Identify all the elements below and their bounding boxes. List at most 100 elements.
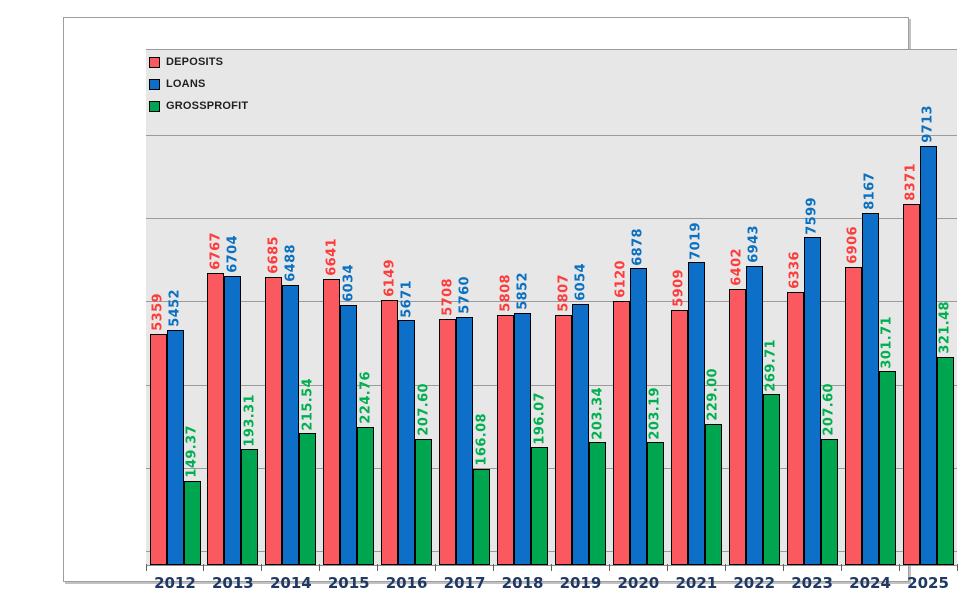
axis-tick (724, 564, 726, 571)
bar-deposits-2020[interactable] (612, 301, 630, 565)
bar-value-label-grossprofit-2017: 166.08 (474, 413, 490, 466)
bar-loans-2024[interactable] (861, 212, 879, 565)
bar-loans-2022[interactable] (745, 265, 763, 565)
bar-grossprofit-2024[interactable] (878, 371, 896, 565)
bar-deposits-2025[interactable] (902, 204, 920, 565)
bar-value-label-deposits-2019: 5807 (556, 273, 571, 312)
legend-item-grossprofit[interactable]: GROSSPROFIT (149, 95, 248, 117)
bar-value-label-grossprofit-2024: 301.71 (879, 315, 895, 369)
bar-value-label-loans-2021: 7019 (688, 221, 704, 260)
bar-grossprofit-2018[interactable] (531, 447, 548, 565)
bar-value-label-deposits-2012: 5359 (150, 293, 166, 331)
bar-loans-2014[interactable] (282, 285, 300, 565)
bar-value-label-loans-2023: 7599 (804, 196, 820, 235)
bar-grossprofit-2020[interactable] (646, 442, 664, 565)
gridline (146, 551, 957, 553)
bar-loans-2018[interactable] (514, 312, 531, 565)
bar-grossprofit-2022[interactable] (762, 394, 780, 565)
bar-value-label-loans-2025: 9713 (920, 105, 936, 144)
bar-loans-2013[interactable] (224, 275, 242, 565)
bar-value-label-deposits-2020: 6120 (613, 260, 629, 298)
bar-deposits-2012[interactable] (149, 333, 167, 565)
axis-tick (840, 564, 842, 571)
bar-loans-2025[interactable] (919, 146, 937, 565)
x-axis-label-2018: 2018 (501, 574, 544, 592)
gridline (146, 467, 957, 469)
axis-tick (261, 564, 263, 571)
bar-value-label-grossprofit-2014: 215.54 (300, 377, 316, 431)
plot-area: 5359 5452 149.37 6767 6704 193.31 6685 6488 215.… (146, 49, 957, 566)
bar-value-label-deposits-2015: 6641 (324, 237, 340, 276)
legend-item-deposits[interactable]: DEPOSITS (149, 51, 248, 73)
bar-value-label-grossprofit-2016: 207.60 (416, 383, 432, 436)
axis-tick (782, 564, 784, 571)
axis-tick (145, 564, 147, 571)
axis-tick (608, 564, 610, 571)
legend-swatch-loans (149, 78, 160, 90)
bar-grossprofit-2013[interactable] (241, 449, 259, 565)
bar-grossprofit-2012[interactable] (183, 481, 201, 565)
bar-deposits-2014[interactable] (265, 276, 283, 565)
bar-grossprofit-2021[interactable] (704, 423, 722, 565)
axis-tick (435, 564, 437, 571)
axis-tick (551, 564, 552, 571)
gridline (146, 384, 957, 386)
bar-value-label-loans-2012: 5452 (167, 289, 183, 327)
bar-loans-2017[interactable] (456, 316, 474, 565)
bar-value-label-grossprofit-2015: 224.76 (358, 371, 374, 424)
bar-value-label-grossprofit-2021: 229.00 (705, 368, 721, 421)
bar-value-label-grossprofit-2012: 149.37 (184, 425, 200, 478)
bar-deposits-2019[interactable] (555, 314, 572, 565)
x-axis-label-2019: 2019 (559, 574, 602, 592)
bar-deposits-2013[interactable] (207, 273, 225, 565)
bar-loans-2019[interactable] (572, 303, 589, 565)
bar-loans-2023[interactable] (803, 237, 821, 565)
axis-tick (493, 564, 495, 571)
legend-swatch-deposits (149, 56, 160, 68)
x-axis-label-2013: 2013 (211, 574, 254, 592)
bar-value-label-deposits-2016: 6149 (382, 259, 398, 297)
bar-grossprofit-2025[interactable] (936, 357, 954, 565)
x-axis-label-2016: 2016 (385, 574, 428, 592)
x-axis-label-2023: 2023 (791, 574, 833, 592)
bar-deposits-2016[interactable] (381, 299, 399, 565)
bar-value-label-grossprofit-2020: 203.19 (647, 386, 663, 440)
bar-value-label-loans-2020: 6878 (630, 227, 646, 266)
bar-loans-2012[interactable] (166, 329, 184, 565)
bar-value-label-grossprofit-2019: 203.34 (590, 386, 605, 440)
bar-deposits-2018[interactable] (497, 314, 514, 565)
bar-loans-2016[interactable] (398, 320, 416, 565)
x-axis-label-2017: 2017 (443, 574, 486, 592)
bar-loans-2020[interactable] (629, 268, 647, 565)
bar-deposits-2021[interactable] (670, 310, 688, 565)
bar-value-label-deposits-2021: 5909 (671, 269, 687, 308)
bar-deposits-2015[interactable] (323, 278, 341, 565)
bar-grossprofit-2019[interactable] (589, 442, 606, 565)
chart-legend: DEPOSITS LOANS GROSSPROFIT (149, 51, 248, 117)
bar-value-label-grossprofit-2023: 207.60 (821, 383, 837, 436)
bar-value-label-deposits-2023: 6336 (787, 250, 803, 289)
bar-grossprofit-2023[interactable] (820, 439, 838, 565)
axis-tick (203, 564, 205, 571)
bar-deposits-2024[interactable] (844, 267, 862, 565)
bar-value-label-loans-2014: 6488 (283, 244, 299, 283)
bar-value-label-deposits-2017: 5708 (440, 278, 456, 316)
axis-tick (319, 564, 321, 571)
bar-value-label-loans-2022: 6943 (746, 224, 762, 263)
bar-grossprofit-2016[interactable] (415, 439, 433, 565)
legend-item-loans[interactable]: LOANS (149, 73, 248, 95)
bar-deposits-2023[interactable] (786, 291, 804, 565)
bar-value-label-loans-2024: 8167 (862, 172, 878, 210)
bar-loans-2015[interactable] (340, 304, 358, 565)
x-axis-label-2012: 2012 (154, 574, 196, 592)
bar-grossprofit-2017[interactable] (473, 468, 491, 565)
bar-deposits-2017[interactable] (439, 318, 457, 565)
x-axis-label-2015: 2015 (327, 574, 370, 592)
bar-grossprofit-2014[interactable] (299, 433, 317, 565)
bar-deposits-2022[interactable] (728, 288, 746, 565)
x-axis: 2012 2013 2014 2015 2016 2017 2018 2019 2020 2021… (145, 564, 958, 601)
bar-loans-2021[interactable] (687, 262, 705, 565)
bar-grossprofit-2015[interactable] (357, 426, 375, 565)
bar-value-label-loans-2019: 6054 (573, 263, 588, 301)
